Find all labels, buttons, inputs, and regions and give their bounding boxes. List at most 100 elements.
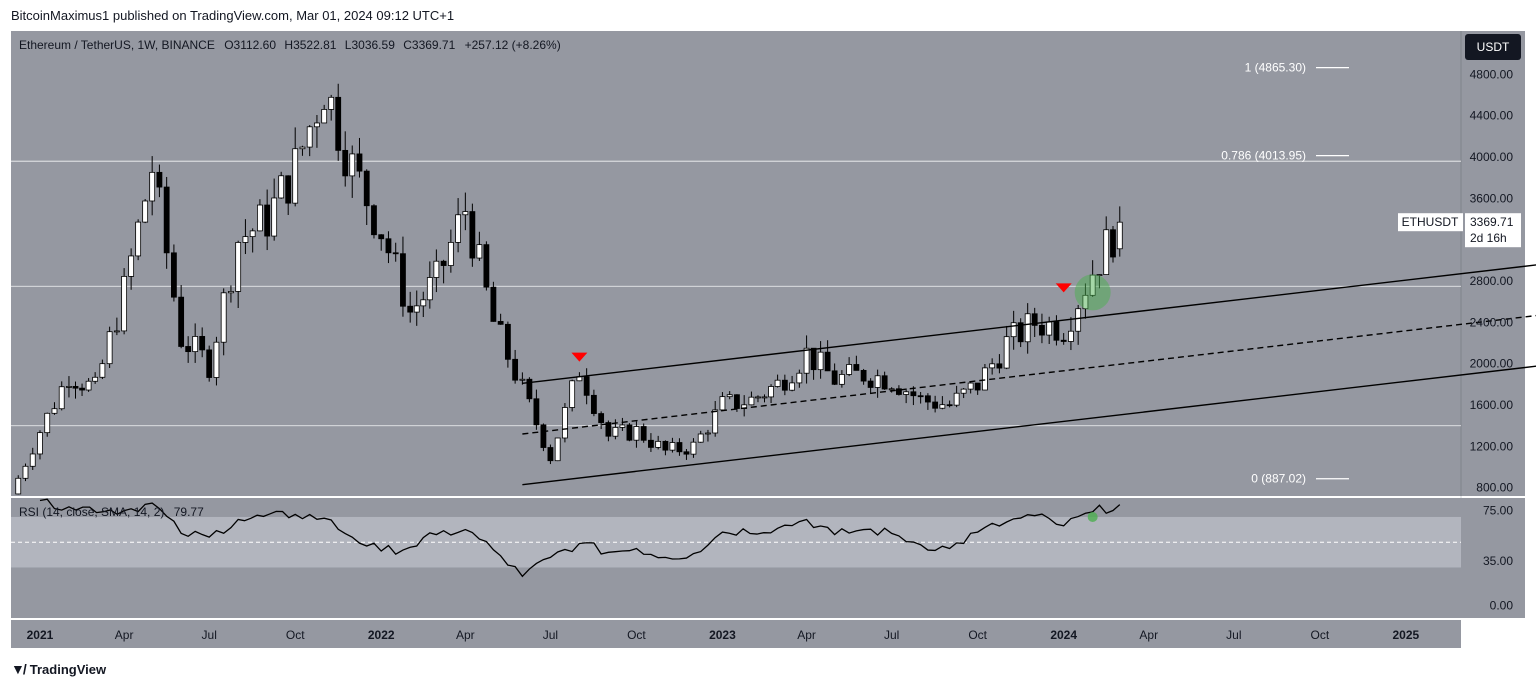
candle-down xyxy=(598,413,605,423)
candle-up xyxy=(761,396,768,399)
candle-up xyxy=(328,96,335,110)
candle-down xyxy=(824,351,831,372)
candle-down xyxy=(853,364,860,371)
candle-up xyxy=(755,396,761,399)
candle-up xyxy=(697,433,704,443)
parallel-channel xyxy=(522,264,1536,486)
change-value: +257.12 (+8.26%) xyxy=(465,38,561,52)
candle-up xyxy=(142,200,149,223)
candle-up xyxy=(803,347,810,374)
candle-down xyxy=(810,347,817,371)
candle-up xyxy=(257,204,263,232)
price-scale[interactable] xyxy=(1461,31,1525,496)
candle-down xyxy=(1039,324,1045,336)
candle-down xyxy=(1060,339,1067,342)
candle-down xyxy=(178,296,185,347)
time-axis-labels: 2021 Apr Jul Oct 2022 Apr Jul Oct 2023 Apr Jul Oct 2… xyxy=(27,628,1420,642)
candle-up xyxy=(271,197,278,237)
candle-up xyxy=(712,409,719,434)
price-axis-label: 800.00 xyxy=(1476,481,1513,495)
candle-down xyxy=(676,442,683,453)
candle-up xyxy=(92,376,99,382)
candle-down xyxy=(533,398,540,426)
candle-up xyxy=(774,379,781,387)
candle-up xyxy=(846,364,853,375)
time-axis-label: 2024 xyxy=(1050,628,1077,642)
candle-down xyxy=(932,401,939,409)
candle-up xyxy=(306,126,313,148)
fib-label-2: 0 (887.02) xyxy=(1251,472,1306,486)
candle-up xyxy=(220,292,227,343)
rsi-axis-label: 35.00 xyxy=(1483,554,1513,568)
currency-badge-label: USDT xyxy=(1477,40,1510,54)
candle-down xyxy=(640,426,647,441)
candle-down xyxy=(974,382,981,391)
candle-down xyxy=(648,439,654,448)
candle-down xyxy=(72,386,79,389)
candle-down xyxy=(264,204,271,237)
fib-levels: 1 (4865.30) 0.786 (4013.95) 0 (887.02) xyxy=(1221,61,1349,486)
tradingview-logo[interactable]: ▼/ TradingView xyxy=(11,661,106,677)
candle-down xyxy=(483,244,490,288)
price-axis-label: 4800.00 xyxy=(1470,67,1514,81)
candle-up xyxy=(569,380,576,408)
candle-up xyxy=(1116,221,1123,250)
price-axis-label: 4400.00 xyxy=(1470,109,1514,123)
close-label: C xyxy=(403,38,412,52)
time-axis-label: 2023 xyxy=(709,628,736,642)
candle-down xyxy=(547,447,554,462)
candle-down xyxy=(400,253,406,307)
candle-down xyxy=(285,175,292,204)
candle-down xyxy=(363,170,370,207)
price-tag-symbol: ETHUSDT xyxy=(1402,215,1459,229)
time-axis-label: 2022 xyxy=(368,628,395,642)
candle-up xyxy=(562,407,568,439)
candle-up xyxy=(1068,330,1074,342)
rsi-axis-label: 0.00 xyxy=(1490,598,1514,612)
candle-up xyxy=(939,404,946,409)
candle-up xyxy=(51,408,58,414)
candle-up xyxy=(349,153,356,177)
candle-up xyxy=(519,378,526,381)
price-axis-label: 1200.00 xyxy=(1470,439,1514,453)
low-value: 3036.59 xyxy=(351,38,395,52)
red-down-arrow-icon xyxy=(1055,283,1072,293)
rsi-legend-label: RSI (14, close, SMA, 14, 2) xyxy=(19,505,164,519)
time-axis-label: Apr xyxy=(1139,628,1158,642)
candle-down xyxy=(781,379,788,391)
time-axis-label: Jul xyxy=(202,628,217,642)
candle-down xyxy=(497,321,504,325)
time-axis[interactable] xyxy=(11,620,1461,648)
candle-down xyxy=(378,234,385,240)
currency-badge[interactable] xyxy=(1465,34,1521,60)
candle-up xyxy=(235,242,242,292)
price-tag-box xyxy=(1465,213,1521,248)
candle-up xyxy=(192,336,199,353)
candle-up xyxy=(967,382,974,390)
candle-down xyxy=(407,305,414,313)
candle-up xyxy=(633,426,640,441)
candle-up xyxy=(321,109,328,124)
candle-down xyxy=(540,424,547,448)
candle-down xyxy=(335,96,342,151)
high-value: 3522.81 xyxy=(293,38,337,52)
price-axis-label: 4000.00 xyxy=(1470,150,1514,164)
time-axis-label: Jul xyxy=(543,628,558,642)
candle-up xyxy=(314,122,320,128)
price-pane[interactable] xyxy=(11,31,1461,496)
candle-down xyxy=(1110,229,1116,258)
red-down-arrow-icon xyxy=(571,352,588,362)
price-axis-label: 2800.00 xyxy=(1470,274,1514,288)
rsi-axis-labels: 75.00 35.00 0.00 xyxy=(1483,504,1513,613)
candle-up xyxy=(612,427,619,437)
price-tag-countdown: 2d 16h xyxy=(1470,231,1507,245)
candle-up xyxy=(838,374,845,385)
markers xyxy=(571,274,1111,362)
candle-up xyxy=(719,396,726,411)
candle-down xyxy=(1031,313,1038,326)
candle-down xyxy=(79,387,85,391)
candle-down xyxy=(156,171,163,188)
symbol-name: Ethereum / TetherUS, 1W, BINANCE xyxy=(19,38,215,52)
price-tag-symbol-box xyxy=(1398,213,1463,232)
rsi-legend-value: 79.77 xyxy=(174,505,204,519)
